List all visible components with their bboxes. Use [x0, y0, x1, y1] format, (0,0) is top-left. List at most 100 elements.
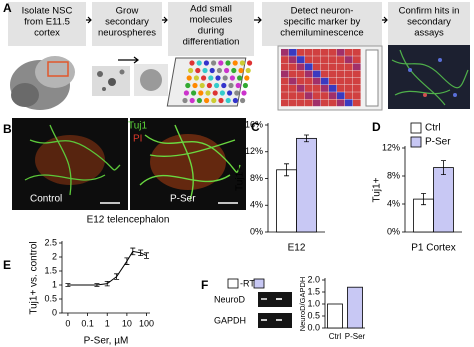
step-text: Confirm hits in	[399, 6, 460, 17]
heat-cell	[289, 56, 297, 63]
gel-row-label: GAPDH	[214, 315, 246, 325]
stain-label: PI	[133, 134, 142, 145]
y-axis-label: Tuj1+	[235, 166, 246, 191]
well	[234, 90, 240, 96]
well	[182, 97, 188, 104]
heat-cell	[345, 92, 353, 99]
well	[189, 60, 195, 66]
heat-cell	[345, 56, 353, 63]
gel-legend: -RT	[240, 278, 255, 288]
error-bar	[138, 249, 144, 256]
y-tick-label: 1.5	[44, 265, 57, 275]
gel	[227, 278, 292, 328]
step-text: neurospheres	[98, 28, 156, 39]
heat-cell	[329, 85, 337, 92]
heat-cell	[281, 77, 289, 85]
step-text: Add small	[190, 4, 232, 15]
heat-cell	[313, 92, 321, 99]
well	[192, 82, 198, 89]
well	[218, 60, 224, 66]
heat-cell	[321, 49, 329, 56]
well	[196, 60, 202, 66]
y-tick-label: 0.0	[307, 322, 320, 332]
stain-label: Tuj1	[128, 121, 148, 132]
heat-cell	[345, 85, 353, 92]
well	[196, 97, 202, 104]
error-bar	[130, 247, 136, 256]
well	[199, 82, 205, 89]
error-bar	[421, 193, 427, 206]
y-tick-label: 4%	[250, 200, 263, 210]
error-bar	[104, 280, 110, 287]
heat-cell	[321, 70, 329, 78]
heat-cell	[313, 49, 321, 56]
well	[211, 60, 217, 66]
panel-label: A	[3, 1, 12, 15]
step-boxes	[8, 2, 470, 56]
well	[229, 75, 235, 81]
step-text: secondary	[105, 17, 149, 28]
panel-label: E	[3, 258, 11, 272]
heat-cell	[313, 70, 321, 78]
error-bar	[65, 283, 71, 287]
heat-legend	[365, 49, 379, 107]
y-tick-label: 2	[52, 251, 57, 261]
heat-cell	[353, 99, 361, 107]
heat-cell	[281, 70, 289, 78]
heat-cell	[305, 63, 313, 71]
step-arrows	[86, 16, 388, 64]
well	[224, 67, 230, 74]
well	[188, 67, 194, 74]
heat-cell	[281, 99, 289, 107]
well	[183, 90, 189, 96]
well	[204, 97, 210, 104]
x-tick-label: 10	[122, 318, 132, 328]
heat-cell	[353, 85, 361, 92]
arrow	[254, 16, 262, 24]
step-box	[262, 2, 382, 46]
legend-label: P-Ser	[425, 137, 451, 148]
heat-cell	[329, 99, 337, 107]
heat-cell	[289, 99, 297, 107]
well	[228, 82, 234, 89]
well	[241, 90, 247, 96]
legend-swatch	[410, 136, 422, 148]
y-tick-label: 4%	[387, 198, 400, 208]
y-tick-label: 1.5	[307, 286, 320, 296]
heat-cell	[321, 92, 329, 99]
gel-row-label: NeuroD	[214, 294, 246, 304]
step-text: specific marker by	[284, 17, 361, 28]
neurosphere-images	[92, 64, 168, 96]
y-tick-label: 0%	[250, 226, 263, 236]
x-tick-label: 1	[105, 318, 110, 328]
well	[216, 67, 222, 74]
step-box	[388, 2, 470, 46]
heat-cell	[329, 70, 337, 78]
step-text: differentiation	[183, 37, 240, 48]
heat-cell	[281, 85, 289, 92]
x-tick-label: E12	[288, 243, 306, 254]
error-bar	[440, 160, 446, 175]
error-bar	[303, 134, 309, 143]
step-text: cortex	[34, 28, 60, 39]
panel-label: B	[3, 122, 12, 136]
heat-cell	[289, 85, 297, 92]
well	[205, 90, 211, 96]
well	[221, 82, 227, 89]
well	[186, 75, 192, 81]
multiwell-plate	[166, 57, 253, 107]
step-text: Grow	[116, 6, 139, 17]
heat-cell	[297, 85, 305, 92]
heat-cell	[289, 77, 297, 85]
x-tick-label: 100	[139, 318, 154, 328]
heat-cell	[345, 70, 353, 78]
fluorescence-image	[388, 45, 470, 109]
heat-cell	[337, 56, 345, 63]
x-tick-label: P1 Cortex	[411, 243, 455, 254]
y-axis-label: NeuroD/GAPDH	[298, 277, 307, 332]
heat-cell	[289, 49, 297, 56]
heat-cell	[313, 85, 321, 92]
embryo-image	[6, 48, 86, 112]
x-tick-label: P-Ser	[345, 332, 366, 341]
step-box	[8, 2, 86, 46]
